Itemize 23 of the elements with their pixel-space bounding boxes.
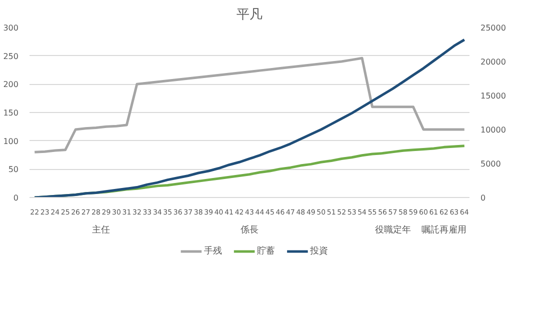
line-series (33, 56, 466, 154)
y-tick-label: 300 (3, 24, 19, 32)
legend-label: 貯蓄 (257, 246, 276, 256)
y2-tick-label: 0 (480, 194, 486, 202)
chart-title: 平凡 (236, 8, 262, 22)
y-tick-label: 100 (3, 136, 19, 146)
y-tick-label: 50 (8, 165, 19, 174)
line-series (33, 38, 466, 198)
y2-tick-label: 5000 (480, 160, 501, 168)
y2-tick-label: 20000 (480, 58, 506, 66)
legend-label: 投資 (309, 246, 328, 256)
y2-tick-label: 15000 (480, 92, 506, 100)
text: 主任 (92, 224, 110, 236)
y-tick-label: 250 (3, 52, 19, 61)
y-tick-label: 0 (13, 194, 19, 202)
text: 嘱託再雇用 (421, 224, 466, 236)
text: 役職定年 (374, 224, 411, 236)
y-tick-label: 200 (3, 80, 19, 90)
y2-tick-label: 25000 (480, 24, 506, 32)
legend-label: 手残 (204, 246, 222, 256)
y2-tick-label: 10000 (480, 126, 506, 134)
y-tick-label: 150 (3, 108, 19, 118)
text: 係長 (240, 224, 258, 236)
